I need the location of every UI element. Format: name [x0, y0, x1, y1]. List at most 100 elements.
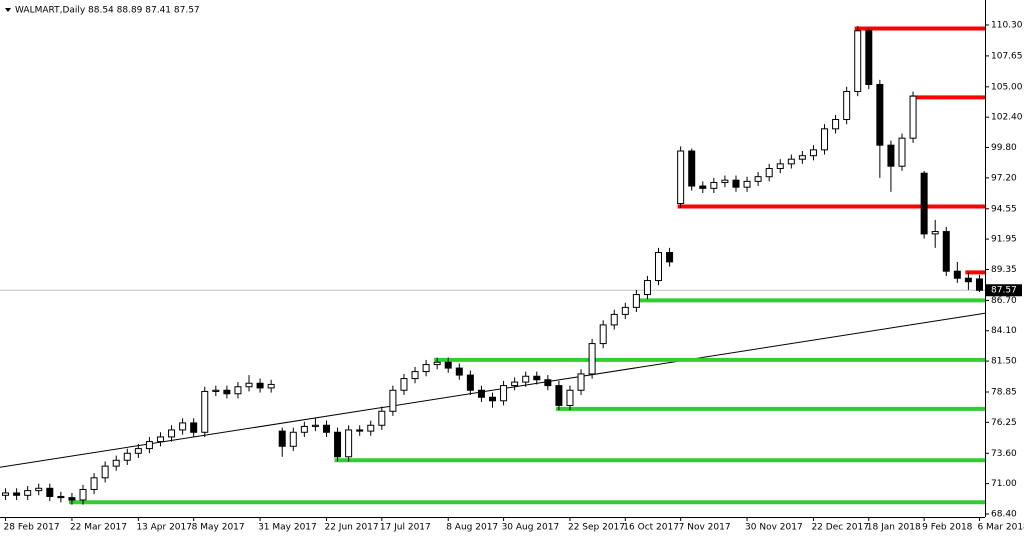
candle-body — [322, 424, 330, 433]
candle-body — [821, 128, 829, 151]
y-tick-label: 89.35 — [991, 265, 1017, 275]
candle-body — [887, 144, 895, 167]
candle-body — [356, 429, 364, 432]
candle-body — [123, 452, 131, 461]
candle-body — [765, 168, 773, 178]
candle-body — [588, 343, 596, 375]
y-tick-label: 84.10 — [991, 326, 1017, 336]
x-tick-label: 8 Aug 2017 — [446, 523, 498, 533]
candle-body — [278, 430, 286, 447]
x-tick-label: 22 Mar 2017 — [70, 523, 127, 533]
y-tick-label: 97.20 — [991, 173, 1017, 183]
candle-body — [112, 459, 120, 467]
candle-body — [533, 375, 541, 381]
x-tick-label: 22 Sep 2017 — [568, 523, 625, 533]
last-price-box — [986, 284, 1022, 297]
candle-body — [13, 492, 21, 496]
candle-body — [632, 294, 640, 308]
candle-body — [843, 90, 851, 121]
candle-body — [666, 252, 674, 263]
candle-body — [511, 381, 519, 387]
header-values: 88.54 88.89 87.41 87.57 — [88, 6, 200, 16]
candle-body — [212, 389, 220, 392]
trendline — [0, 312, 986, 468]
y-tick-label: 99.80 — [991, 143, 1017, 153]
candle-body — [134, 448, 142, 454]
candle-body — [24, 490, 32, 496]
x-tick-label: 30 Aug 2017 — [502, 523, 560, 533]
candle-body — [411, 371, 419, 380]
candle-body — [489, 396, 496, 402]
x-tick-label: 18 Jan 2018 — [867, 523, 921, 533]
candle-body — [677, 150, 685, 205]
candle-body — [500, 385, 508, 402]
y-tick-label: 76.25 — [991, 418, 1017, 428]
candle-body — [610, 313, 618, 326]
y-tick-label: 94.55 — [991, 204, 1017, 214]
candle-body — [223, 389, 231, 395]
candle-body — [68, 497, 76, 501]
candle-body — [942, 231, 950, 272]
candle-body — [444, 361, 452, 369]
x-tick-label: 9 Feb 2018 — [922, 523, 973, 533]
candle-body — [389, 389, 397, 412]
x-tick-label: 28 Feb 2017 — [4, 523, 60, 533]
candle-body — [964, 277, 972, 283]
candle-body — [754, 176, 762, 182]
x-tick-label: 17 Jul 2017 — [380, 523, 431, 533]
last-price-label: 87.57 — [991, 286, 1017, 296]
candle-body — [655, 252, 663, 282]
x-tick-label: 16 Oct 2017 — [623, 523, 679, 533]
y-tick-label: 68.40 — [991, 509, 1017, 519]
candle-body — [477, 389, 485, 398]
candle-body — [599, 324, 607, 345]
candle-body — [455, 367, 463, 376]
candle-body — [732, 179, 740, 188]
candle-body — [865, 30, 873, 85]
y-tick-label: 107.65 — [991, 51, 1023, 61]
candle-body — [300, 425, 308, 433]
candle-body — [256, 382, 264, 389]
candle-body — [566, 389, 574, 406]
candle-body — [876, 83, 884, 146]
candle-body — [201, 390, 209, 433]
candle-body — [35, 487, 43, 492]
candle-body — [46, 487, 54, 497]
candle-body — [577, 373, 585, 391]
candle-body — [400, 378, 408, 391]
candle-body — [920, 172, 928, 235]
y-tick-label: 105.00 — [991, 82, 1023, 92]
candle-body — [234, 386, 242, 395]
x-tick-label: 31 May 2017 — [258, 523, 317, 533]
candle-body — [2, 492, 10, 496]
candle-body — [710, 182, 718, 189]
candle-body — [156, 436, 164, 443]
x-tick-label: 8 May 2017 — [192, 523, 245, 533]
chart-title: WALMART,Daily — [15, 6, 86, 16]
candle-body — [721, 179, 729, 184]
y-tick-label: 71.00 — [991, 479, 1017, 489]
y-tick-label: 81.50 — [991, 357, 1017, 367]
candle-body — [79, 488, 87, 501]
candle-body — [621, 306, 629, 315]
candle-body — [544, 379, 552, 387]
candle-body — [245, 382, 253, 388]
y-tick-label: 110.30 — [991, 20, 1023, 30]
y-tick-label: 102.40 — [991, 113, 1023, 123]
x-tick-label: 6 Mar 2018 — [977, 523, 1024, 533]
candle-body — [267, 383, 275, 389]
candle-body — [975, 278, 983, 291]
candle-body — [466, 374, 474, 391]
menu-arrow — [5, 8, 11, 12]
candle-body — [367, 424, 375, 432]
candle-body — [179, 422, 187, 431]
candle-body — [311, 424, 319, 427]
y-tick-label: 78.85 — [991, 388, 1017, 398]
candle-body — [90, 477, 98, 490]
candle-body — [909, 95, 917, 139]
x-tick-label: 13 Apr 2017 — [136, 523, 192, 533]
candle-body — [101, 465, 109, 479]
candle-body — [787, 158, 795, 165]
candle-body — [688, 150, 696, 187]
